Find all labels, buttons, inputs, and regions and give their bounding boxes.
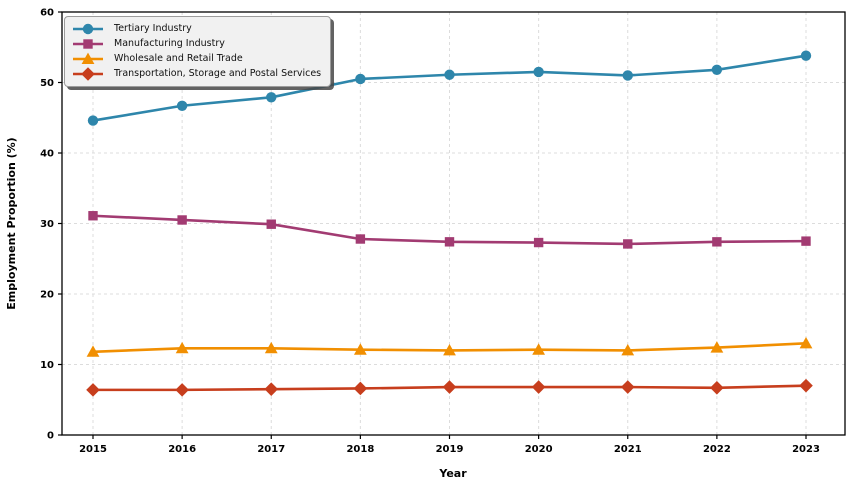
legend-marker-diamond-icon (73, 67, 103, 81)
marker-wholesale-and-retail-trade-2015 (86, 345, 100, 357)
legend-sample-marker (81, 52, 95, 64)
legend-item-manufacturing-industry: Manufacturing Industry (72, 37, 321, 51)
marker-transportation-storage-and-postal-services-2022 (710, 380, 724, 395)
legend-sample-marker (83, 39, 93, 49)
y-tick-label-20: 20 (40, 290, 54, 301)
marker-wholesale-and-retail-trade-2022 (710, 341, 724, 353)
marker-manufacturing-industry-2018 (355, 234, 366, 244)
legend-item-wholesale-and-retail-trade: Wholesale and Retail Trade (72, 52, 321, 66)
marker-manufacturing-industry-2022 (712, 237, 722, 247)
legend-label: Transportation, Storage and Postal Servi… (114, 68, 322, 79)
legend-item-tertiary-industry: Tertiary Industry (72, 22, 321, 36)
y-tick-label-30: 30 (40, 219, 54, 230)
x-axis-label: Year (438, 467, 467, 480)
marker-manufacturing-industry-2015 (88, 211, 98, 221)
marker-wholesale-and-retail-trade-2017 (264, 341, 278, 354)
marker-transportation-storage-and-postal-services-2015 (86, 383, 100, 397)
marker-manufacturing-industry-2021 (623, 239, 633, 249)
legend: Tertiary Industry Manufacturing Industry W… (64, 16, 332, 87)
marker-manufacturing-industry-2017 (266, 219, 276, 229)
marker-tertiary-industry-2015 (87, 115, 99, 126)
series-wholesale-and-retail-trade (86, 336, 813, 357)
series-manufacturing-industry (88, 211, 811, 249)
marker-wholesale-and-retail-trade-2018 (353, 343, 367, 355)
x-tick-label-2021: 2021 (614, 444, 642, 455)
marker-tertiary-industry-2023 (800, 50, 812, 61)
marker-transportation-storage-and-postal-services-2023 (799, 378, 813, 393)
series-tertiary-industry (87, 50, 812, 126)
marker-tertiary-industry-2016 (176, 100, 188, 111)
legend-sample-marker (81, 67, 95, 81)
marker-transportation-storage-and-postal-services-2017 (264, 382, 279, 396)
axes: 0 10 20 30 40 50 60 2015 2016 2017 2018 2019 2020 202… (40, 8, 846, 455)
x-tick-label-2018: 2018 (346, 444, 374, 455)
x-tick-label-2020: 2020 (525, 444, 553, 455)
marker-wholesale-and-retail-trade-2021 (621, 344, 635, 356)
legend-marker-circle-icon (73, 23, 103, 35)
marker-wholesale-and-retail-trade-2020 (532, 343, 546, 355)
legend-label: Wholesale and Retail Trade (114, 53, 243, 64)
y-tick-label-40: 40 (40, 149, 54, 160)
marker-manufacturing-industry-2016 (177, 215, 187, 225)
y-tick-label-50: 50 (40, 78, 54, 89)
marker-transportation-storage-and-postal-services-2019 (442, 380, 457, 394)
marker-transportation-storage-and-postal-services-2020 (531, 380, 546, 394)
legend-marker-triangle-icon (73, 52, 103, 64)
legend-marker-square-icon (73, 39, 103, 49)
marker-wholesale-and-retail-trade-2016 (175, 341, 189, 354)
marker-transportation-storage-and-postal-services-2016 (175, 383, 189, 397)
y-tick-label-10: 10 (40, 360, 54, 371)
y-axis-label: Employment Proportion (%) (5, 137, 18, 309)
marker-tertiary-industry-2020 (533, 66, 544, 78)
y-tick-label-60: 60 (40, 8, 54, 19)
x-tick-label-2022: 2022 (703, 444, 731, 455)
x-tick-label-2017: 2017 (257, 444, 285, 455)
marker-tertiary-industry-2018 (355, 73, 366, 85)
marker-wholesale-and-retail-trade-2019 (443, 344, 456, 356)
marker-transportation-storage-and-postal-services-2018 (353, 381, 368, 396)
x-tick-label-2023: 2023 (792, 444, 820, 455)
legend-item-transportation-storage-and-postal-services: Transportation, Storage and Postal Servi… (72, 67, 321, 81)
legend-sample-marker (82, 23, 94, 35)
legend-label: Manufacturing Industry (114, 38, 225, 49)
marker-manufacturing-industry-2020 (533, 237, 544, 248)
x-tick-label-2019: 2019 (436, 444, 464, 455)
marker-tertiary-industry-2017 (266, 92, 277, 103)
x-tick-label-2016: 2016 (168, 444, 196, 455)
marker-manufacturing-industry-2023 (801, 236, 811, 246)
marker-tertiary-industry-2022 (711, 64, 723, 76)
marker-manufacturing-industry-2019 (444, 237, 455, 247)
marker-tertiary-industry-2021 (622, 70, 633, 81)
x-tick-label-2015: 2015 (79, 444, 107, 455)
marker-tertiary-industry-2019 (444, 69, 455, 80)
marker-wholesale-and-retail-trade-2023 (799, 336, 813, 349)
series-lines (86, 50, 813, 397)
marker-transportation-storage-and-postal-services-2021 (620, 380, 635, 394)
series-transportation-storage-and-postal-services (86, 378, 813, 397)
y-tick-label-0: 0 (47, 431, 54, 442)
legend-label: Tertiary Industry (114, 23, 192, 34)
